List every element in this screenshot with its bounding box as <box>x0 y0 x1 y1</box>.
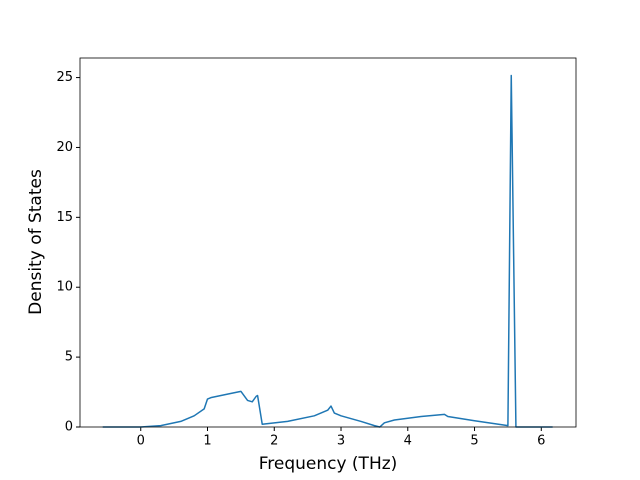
y-tick-label: 10 <box>56 280 73 295</box>
plot-frame <box>79 57 577 428</box>
x-tick-label: 5 <box>470 434 478 449</box>
x-tick-label: 1 <box>203 434 211 449</box>
y-tick-label: 0 <box>65 420 73 435</box>
line <box>102 74 553 428</box>
y-axis-label: Density of States <box>26 169 46 315</box>
y-tick-label: 5 <box>65 350 73 365</box>
x-axis-label: Frequency (THz) <box>259 454 398 474</box>
y-tick-label: 15 <box>56 210 73 225</box>
y-tick-label: 25 <box>56 70 73 85</box>
x-tick-label: 4 <box>404 434 412 449</box>
x-tick-label: 0 <box>137 434 145 449</box>
x-tick-label: 2 <box>270 434 278 449</box>
x-tick-label: 6 <box>537 434 545 449</box>
x-tick-label: 3 <box>337 434 345 449</box>
y-tick-label: 20 <box>56 140 73 155</box>
